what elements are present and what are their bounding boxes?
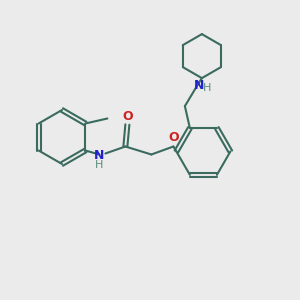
Text: H: H [203, 83, 211, 93]
Text: H: H [95, 160, 103, 170]
Text: O: O [168, 131, 179, 144]
Text: N: N [194, 79, 204, 92]
Text: N: N [94, 149, 105, 162]
Text: O: O [122, 110, 133, 123]
